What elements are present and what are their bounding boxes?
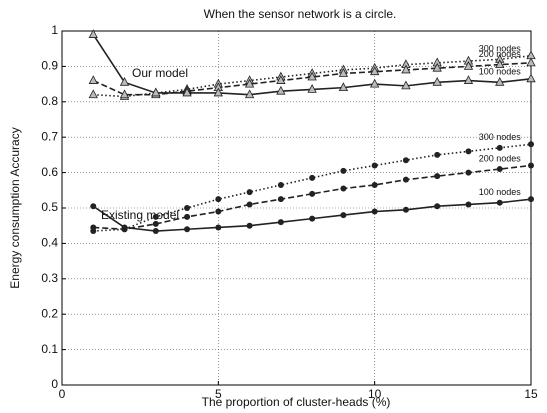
marker	[184, 226, 191, 233]
marker	[276, 75, 286, 84]
marker	[307, 84, 317, 93]
marker	[182, 87, 192, 97]
marker	[338, 82, 349, 92]
x-tick-label: 15	[524, 387, 538, 401]
marker	[244, 89, 255, 99]
y-tick-label: 0.6	[41, 165, 58, 179]
x-tick-label: 0	[59, 387, 66, 401]
y-tick-label: 0.2	[41, 306, 58, 320]
y-tick-label: 0.5	[41, 200, 58, 214]
marker	[246, 222, 253, 229]
marker	[402, 157, 409, 164]
marker	[496, 166, 503, 173]
marker	[495, 76, 505, 86]
marker	[276, 85, 286, 95]
y-tick-label: 1	[51, 23, 58, 37]
marker	[119, 89, 130, 99]
marker	[152, 213, 159, 220]
marker	[151, 87, 161, 97]
marker	[213, 87, 223, 97]
chart-title: When the sensor network is a circle.	[204, 7, 397, 21]
marker	[463, 61, 474, 70]
marker	[496, 144, 503, 151]
marker	[465, 169, 472, 176]
marker	[119, 76, 130, 86]
marker	[277, 181, 284, 188]
marker	[528, 141, 534, 148]
y-axis-label: Energy consumption Accuracy	[8, 127, 22, 288]
marker	[371, 208, 378, 215]
marker	[463, 75, 474, 84]
marker	[121, 224, 128, 231]
marker	[340, 185, 347, 192]
marker	[528, 162, 534, 169]
series-label: 100 nodes	[479, 187, 522, 197]
marker	[370, 78, 380, 88]
y-tick-label: 0.9	[41, 59, 58, 73]
marker	[496, 199, 503, 206]
marker	[465, 201, 472, 208]
series-label: 200 nodes	[479, 153, 522, 163]
marker	[434, 203, 441, 210]
x-axis-label: The proportion of cluster-heads (%)	[202, 395, 391, 409]
marker	[371, 162, 378, 169]
marker	[434, 151, 441, 158]
marker	[495, 59, 505, 69]
marker	[152, 228, 159, 235]
marker	[215, 196, 222, 203]
y-tick-label: 0.1	[41, 342, 58, 356]
marker	[88, 29, 98, 38]
marker	[309, 215, 316, 222]
marker	[152, 220, 159, 227]
marker	[277, 196, 284, 203]
marker	[215, 208, 222, 215]
annotation: Existing model	[101, 208, 179, 222]
marker	[307, 71, 317, 81]
marker	[309, 174, 316, 181]
marker	[88, 75, 98, 84]
plot-frame	[61, 30, 532, 386]
marker	[215, 224, 222, 231]
y-tick-label: 0.4	[41, 236, 58, 250]
marker	[401, 64, 411, 74]
marker	[402, 206, 409, 213]
marker	[88, 89, 98, 99]
marker	[246, 189, 253, 196]
marker	[370, 66, 380, 76]
marker	[184, 205, 191, 211]
marker	[309, 190, 316, 197]
marker	[340, 212, 347, 219]
marker	[246, 201, 253, 208]
annotation: Our model	[132, 66, 188, 80]
marker	[90, 224, 97, 231]
y-tick-label: 0.7	[41, 129, 58, 143]
x-tick-label: 5	[215, 387, 222, 401]
marker	[526, 73, 536, 83]
marker	[340, 167, 347, 174]
marker	[465, 148, 472, 155]
marker	[434, 173, 441, 180]
marker	[432, 62, 442, 72]
marker	[432, 76, 442, 86]
marker	[338, 68, 349, 77]
series-label: 300 nodes	[479, 132, 522, 142]
marker	[371, 181, 378, 188]
series-line	[93, 164, 532, 231]
marker	[402, 176, 409, 183]
marker	[528, 196, 534, 203]
series-label: 300 nodes	[479, 44, 522, 54]
marker	[184, 213, 191, 220]
y-tick-label: 0.3	[41, 271, 58, 285]
x-tick-label: 10	[368, 387, 382, 401]
marker	[401, 80, 411, 90]
marker	[244, 78, 255, 88]
y-tick-label: 0.8	[41, 94, 58, 108]
marker	[277, 219, 284, 226]
marker	[526, 57, 536, 67]
marker	[90, 203, 97, 210]
series-label: 100 nodes	[479, 67, 522, 77]
y-tick-label: 0	[51, 377, 58, 391]
series-label: 200 nodes	[479, 49, 522, 59]
